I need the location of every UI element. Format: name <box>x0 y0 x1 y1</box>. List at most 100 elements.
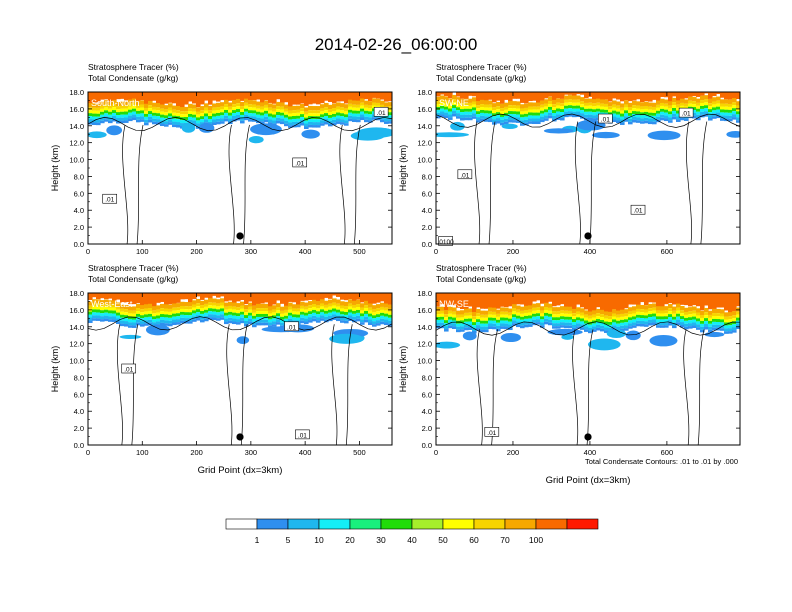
tracer-cell <box>568 310 573 314</box>
tracer-cell <box>524 310 529 313</box>
tracer-cell <box>120 320 125 324</box>
tracer-cell <box>252 293 257 306</box>
tracer-cell <box>368 316 373 320</box>
tracer-cell <box>344 317 349 321</box>
tracer-cell <box>184 309 189 313</box>
tracer-cell <box>708 329 713 333</box>
tracer-cell <box>496 92 501 101</box>
tracer-cell <box>636 114 641 118</box>
panel-sw-ne: Stratosphere Tracer (%)Total Condensate … <box>398 62 741 256</box>
tracer-cell <box>120 92 125 99</box>
tracer-cell <box>356 104 361 108</box>
tracer-cell <box>212 119 217 123</box>
tracer-cell <box>532 109 537 113</box>
tracer-cell <box>336 121 341 124</box>
tracer-cell <box>224 312 229 316</box>
tracer-cell <box>356 100 361 105</box>
tracer-cell <box>656 116 661 120</box>
tracer-cell <box>572 95 577 100</box>
tracer-cell <box>124 318 129 322</box>
tracer-cell <box>460 92 465 99</box>
tracer-cell <box>648 308 653 312</box>
tracer-cell <box>108 105 113 109</box>
tracer-cell <box>116 306 121 310</box>
contour-label: .01 <box>287 324 296 331</box>
tracer-cell <box>488 92 493 100</box>
tracer-cell <box>212 314 217 318</box>
tracer-cell <box>244 304 249 310</box>
tracer-cell <box>308 116 313 120</box>
condensate-contour <box>122 124 144 244</box>
tracer-cell <box>488 323 493 327</box>
tracer-cell <box>132 111 137 115</box>
condensate-contour <box>686 121 708 244</box>
tracer-cell <box>260 92 265 104</box>
tracer-cell <box>700 326 705 330</box>
tracer-cell <box>368 111 373 115</box>
tracer-cell <box>704 108 709 112</box>
tracer-cell <box>360 313 365 317</box>
tracer-cell <box>520 313 525 317</box>
tracer-cell <box>564 95 569 100</box>
tracer-cell <box>660 306 665 311</box>
y-axis-label: Height (km) <box>398 145 408 192</box>
tracer-cell <box>564 111 569 115</box>
tracer-cell <box>336 106 341 110</box>
tracer-cell <box>540 322 545 326</box>
tracer-cell <box>304 309 309 313</box>
tracer-cell <box>688 317 693 321</box>
tracer-cell <box>332 113 337 117</box>
tracer-cell <box>104 113 109 117</box>
tracer-cell <box>280 109 285 113</box>
tracer-cell <box>500 103 505 109</box>
tracer-cell <box>272 321 277 325</box>
tracer-cell <box>176 310 181 314</box>
tracer-cell <box>504 109 509 113</box>
tracer-cell <box>704 321 709 325</box>
tracer-cell <box>308 113 313 117</box>
tracer-cell <box>720 319 725 323</box>
tracer-cell <box>448 319 453 323</box>
tracer-cell <box>272 114 277 118</box>
tracer-cell <box>176 313 181 317</box>
tracer-cell <box>576 326 581 329</box>
tracer-cell <box>640 315 645 319</box>
tracer-cell <box>456 329 461 333</box>
tracer-cell <box>600 103 605 107</box>
tracer-cell <box>256 308 261 312</box>
tracer-cell <box>180 308 185 312</box>
tracer-cell <box>240 308 245 312</box>
tracer-cell <box>680 316 685 320</box>
tracer-cell <box>332 116 337 120</box>
tracer-cell <box>712 321 717 325</box>
tracer-blob <box>436 341 461 349</box>
tracer-cell <box>616 320 621 324</box>
tracer-cell <box>124 117 129 121</box>
tracer-cell <box>568 313 573 317</box>
tracer-cell <box>248 312 253 316</box>
tracer-cell <box>556 92 561 99</box>
tracer-cell <box>88 110 93 114</box>
tracer-cell <box>280 316 285 320</box>
tracer-cell <box>520 325 525 329</box>
tracer-cell <box>344 306 349 309</box>
tracer-cell <box>216 293 221 298</box>
x-tick-label: 300 <box>245 247 258 256</box>
tracer-cell <box>268 313 273 317</box>
tracer-cell <box>580 101 585 105</box>
tracer-cell <box>532 102 537 107</box>
tracer-cell <box>644 92 649 102</box>
tracer-cell <box>136 313 141 317</box>
tracer-cell <box>268 316 273 320</box>
contour-label: .01 <box>601 117 610 124</box>
tracer-cell <box>192 319 197 322</box>
tracer-cell <box>168 122 173 125</box>
tracer-cell <box>532 303 537 308</box>
tracer-cell <box>436 92 441 97</box>
tracer-cell <box>720 316 725 320</box>
condensate-contour <box>88 116 392 132</box>
tracer-cell <box>704 318 709 322</box>
tracer-cell <box>632 313 637 317</box>
tracer-cell <box>560 316 565 320</box>
tracer-cell <box>372 117 377 120</box>
